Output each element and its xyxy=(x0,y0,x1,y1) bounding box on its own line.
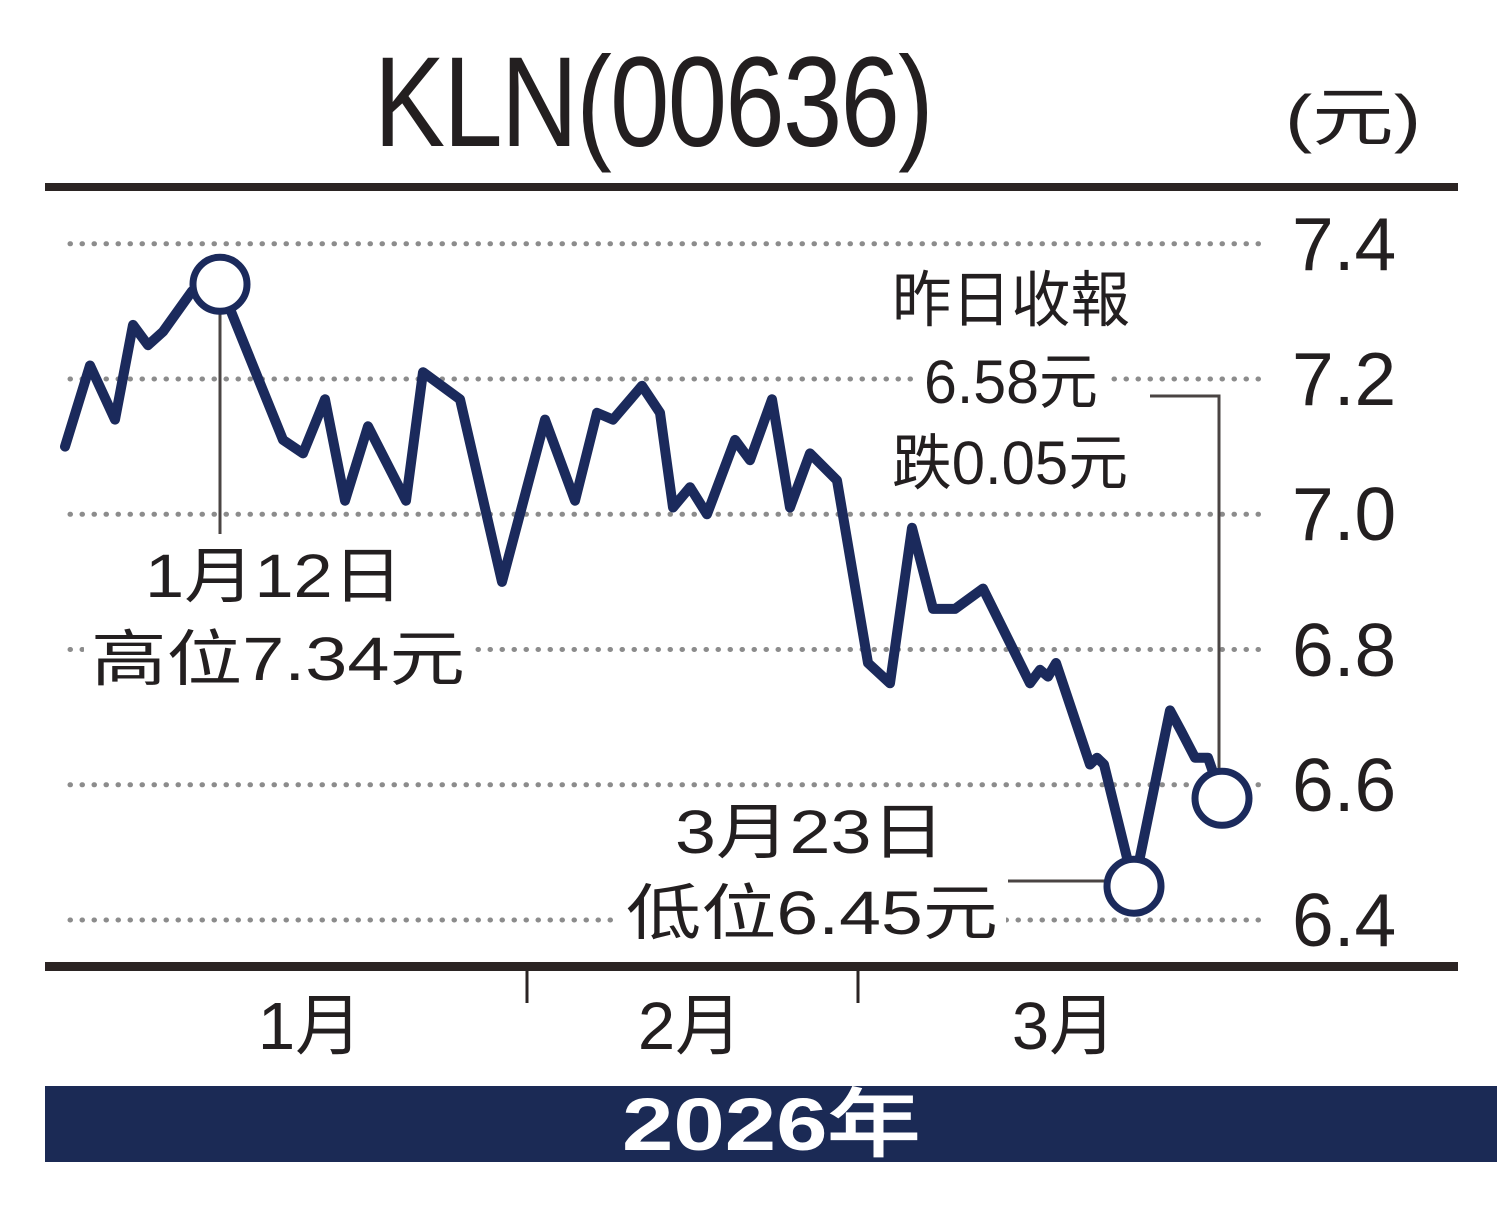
year-banner-background xyxy=(45,1086,1497,1162)
low-marker-circle xyxy=(1103,855,1165,917)
month-labels: 1月 2月 3月 xyxy=(258,989,1116,1064)
annotation-masks xyxy=(84,264,1138,950)
month-label-feb: 2月 xyxy=(638,989,742,1064)
close-annotation-price: 6.58元 xyxy=(924,348,1098,416)
close-annotation-change: 跌0.05元 xyxy=(892,429,1128,497)
high-annotation-price: 高位7.34元 xyxy=(91,625,465,693)
close-marker-circle xyxy=(1191,767,1253,829)
y-tick-label: 6.8 xyxy=(1292,608,1396,692)
y-tick-label: 7.0 xyxy=(1292,472,1396,556)
month-label-mar: 3月 xyxy=(1012,989,1116,1064)
year-banner: 2026年 xyxy=(45,1083,1497,1166)
close-callout-line xyxy=(1150,394,1221,771)
y-tick-label: 6.4 xyxy=(1292,878,1396,962)
y-axis-labels: 7.4 7.2 7.0 6.8 6.6 6.4 xyxy=(1292,202,1396,962)
x-axis-ticks xyxy=(525,971,860,1003)
annotations: 1月12日 高位7.34元 3月23日 低位6.45元 昨日收報 6.58元 跌… xyxy=(91,266,1130,947)
y-tick-label: 7.4 xyxy=(1292,202,1396,286)
year-banner-label: 2026年 xyxy=(622,1083,920,1166)
callout-lines xyxy=(218,313,1221,883)
high-marker-circle xyxy=(189,253,251,315)
markers xyxy=(189,253,1253,917)
y-tick-label: 7.2 xyxy=(1292,337,1396,421)
unit-label: (元) xyxy=(1285,82,1421,154)
low-annotation-date: 3月23日 xyxy=(675,798,945,866)
low-annotation-price: 低位6.45元 xyxy=(626,879,998,947)
bottom-axis-rule xyxy=(45,962,1458,971)
top-rule xyxy=(45,183,1458,191)
chart-title: KLN(00636) xyxy=(374,31,932,174)
high-annotation-date: 1月12日 xyxy=(145,542,403,610)
y-tick-label: 6.6 xyxy=(1292,743,1396,827)
month-label-jan: 1月 xyxy=(258,989,362,1064)
price-line xyxy=(60,279,1227,892)
close-annotation-label: 昨日收報 xyxy=(892,266,1130,334)
